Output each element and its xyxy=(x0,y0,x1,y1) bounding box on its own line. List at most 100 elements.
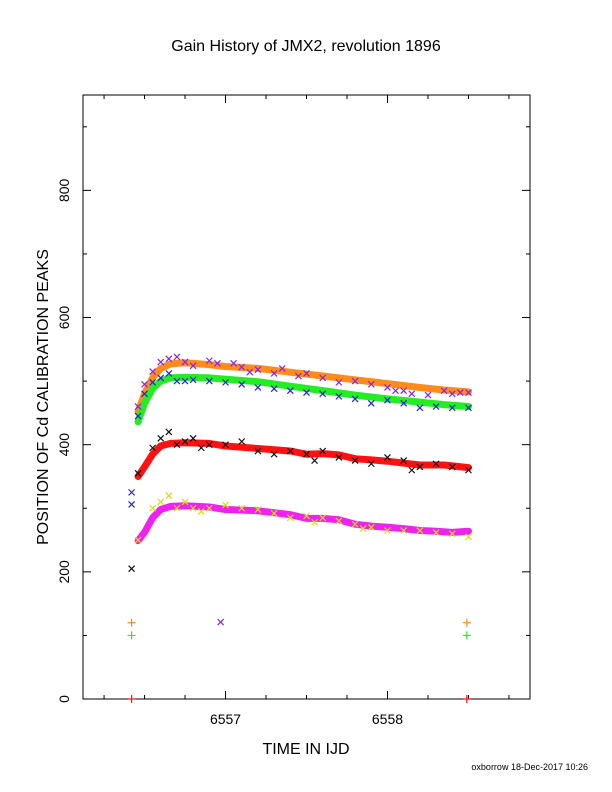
data-point xyxy=(127,695,136,703)
data-point xyxy=(134,469,142,477)
data-point xyxy=(254,384,262,391)
data-point xyxy=(351,395,359,403)
data-point xyxy=(286,447,294,455)
data-point xyxy=(465,389,472,396)
data-point xyxy=(230,359,238,367)
data-point xyxy=(400,457,408,465)
data-point xyxy=(416,463,424,471)
data-point xyxy=(197,444,205,452)
data-point xyxy=(165,428,173,436)
data-point xyxy=(400,527,408,534)
data-point xyxy=(181,358,189,366)
y-axis-label: POSITION OF Cd CALIBRATION PEAKS xyxy=(35,249,52,545)
data-point xyxy=(141,390,148,398)
data-point xyxy=(189,434,197,442)
data-point xyxy=(465,466,472,474)
data-point xyxy=(303,512,310,520)
data-point xyxy=(319,374,327,382)
data-point xyxy=(254,366,262,374)
data-point xyxy=(448,404,456,412)
data-point xyxy=(367,523,375,531)
data-point xyxy=(254,447,262,455)
data-point xyxy=(181,377,189,385)
data-point xyxy=(134,536,142,544)
data-point xyxy=(270,385,278,393)
data-point xyxy=(157,434,165,442)
data-point xyxy=(181,438,189,445)
data-point xyxy=(311,457,319,465)
data-marks xyxy=(127,353,472,703)
data-point xyxy=(416,404,424,412)
data-point xyxy=(205,441,213,449)
footer-credit: oxborrow 18-Dec-2017 10:26 xyxy=(471,762,588,772)
data-point xyxy=(319,514,327,522)
data-point xyxy=(157,374,165,382)
data-point xyxy=(319,390,327,398)
data-point xyxy=(367,380,375,388)
data-point xyxy=(351,520,359,528)
y-tick-label: 200 xyxy=(56,560,72,584)
data-point xyxy=(303,450,310,458)
data-point xyxy=(416,527,424,534)
data-point xyxy=(448,390,456,398)
data-point xyxy=(149,368,157,375)
data-point xyxy=(128,488,136,496)
data-point xyxy=(238,504,246,512)
data-point xyxy=(408,390,416,398)
data-point xyxy=(238,438,246,445)
data-point xyxy=(335,392,343,400)
data-point xyxy=(127,618,136,627)
data-point xyxy=(173,441,181,449)
data-point xyxy=(462,631,471,640)
data-point xyxy=(286,514,294,522)
data-point xyxy=(408,466,416,474)
y-tick-label: 800 xyxy=(56,178,72,202)
x-tick-label: 6557 xyxy=(210,711,241,727)
data-point xyxy=(440,387,448,395)
data-point xyxy=(400,387,408,395)
data-point xyxy=(465,404,472,412)
data-point xyxy=(181,498,189,506)
data-point xyxy=(448,530,456,538)
data-point xyxy=(149,444,157,452)
data-point xyxy=(165,370,173,377)
data-point xyxy=(424,391,432,399)
data-point xyxy=(432,403,440,410)
data-point xyxy=(448,463,456,471)
data-point xyxy=(270,370,278,377)
data-point xyxy=(335,378,343,386)
data-point xyxy=(384,453,391,461)
data-point xyxy=(384,396,391,404)
data-point xyxy=(462,618,471,627)
data-point xyxy=(222,441,229,449)
data-point xyxy=(134,403,142,410)
data-point xyxy=(134,412,142,420)
data-point xyxy=(311,518,319,526)
data-point xyxy=(189,362,197,370)
data-point xyxy=(238,380,246,388)
data-point xyxy=(254,506,262,513)
data-point xyxy=(359,525,367,533)
data-point xyxy=(165,492,173,499)
data-point xyxy=(432,460,440,468)
data-point xyxy=(149,504,157,512)
data-point xyxy=(213,359,221,367)
data-point xyxy=(456,389,464,396)
data-point xyxy=(384,527,391,534)
data-point xyxy=(246,368,254,376)
data-point xyxy=(432,528,440,536)
data-point xyxy=(173,377,181,385)
data-point xyxy=(278,364,286,372)
data-point xyxy=(351,377,359,385)
y-tick-label: 0 xyxy=(56,695,72,703)
data-point xyxy=(205,357,213,365)
data-point xyxy=(141,380,148,388)
data-point xyxy=(351,457,359,465)
data-point xyxy=(217,618,225,626)
y-tick-label: 400 xyxy=(56,433,72,457)
data-point xyxy=(367,399,375,407)
data-point xyxy=(392,387,400,395)
data-point xyxy=(189,504,197,512)
fit-curve xyxy=(134,439,472,480)
